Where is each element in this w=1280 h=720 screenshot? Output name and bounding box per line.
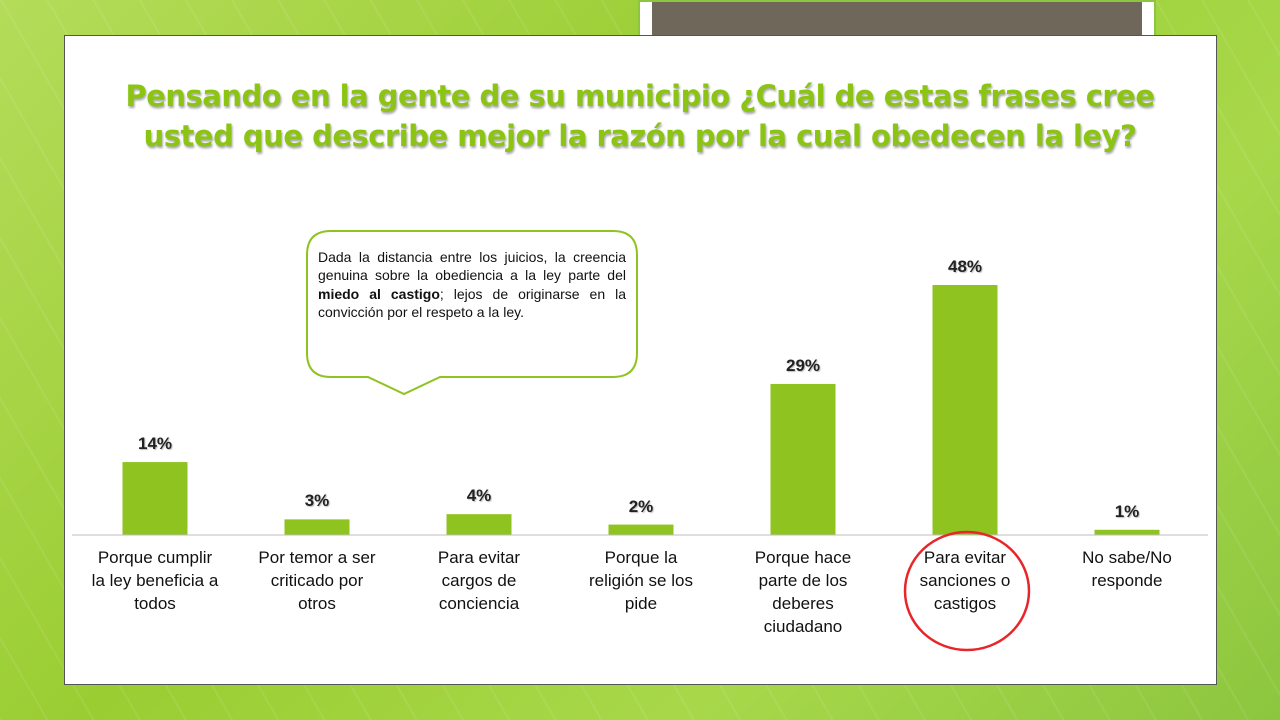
- callout-text-part-2: ; lejos de originarse en la convicción p…: [318, 285, 626, 320]
- callout-text: Dada la distancia entre los juicios, la …: [318, 248, 626, 321]
- callout-text-part-1: Dada la distancia entre los juicios, la …: [318, 249, 626, 284]
- category-label-3-line-1: Para evitar: [437, 548, 521, 567]
- data-label-2: 3%: [304, 491, 330, 511]
- category-label-6: Para evitar sanciones o castigos: [880, 546, 1050, 615]
- category-label-6-line-3: castigos: [933, 594, 997, 613]
- data-label-1: 14%: [137, 434, 173, 454]
- category-label-4: Porque la religión se los pide: [556, 546, 726, 615]
- category-label-4-line-1: Porque la: [604, 548, 678, 567]
- category-label-5-line-1: Porque hace: [754, 548, 852, 567]
- category-label-6-line-1: Para evitar: [923, 548, 1007, 567]
- category-label-1-line-1: Porque cumplir: [97, 548, 213, 567]
- category-label-3-line-2: cargos de: [441, 571, 517, 590]
- category-label-6-line-2: sanciones o: [919, 571, 1011, 590]
- category-label-1-line-2: la ley beneficia a: [91, 571, 219, 590]
- bar-7: [1094, 529, 1160, 535]
- callout-text-bold: miedo al castigo: [318, 285, 440, 302]
- category-label-4-line-3: pide: [624, 594, 658, 613]
- category-label-1-line-3: todos: [134, 594, 176, 613]
- bar-3: [446, 514, 512, 535]
- category-label-3: Para evitar cargos de conciencia: [394, 546, 564, 615]
- data-label-7: 1%: [1114, 501, 1140, 521]
- category-label-3-line-3: conciencia: [438, 594, 520, 613]
- category-label-7-line-1: No sabe/No: [1082, 548, 1172, 567]
- bar-2: [284, 519, 350, 535]
- bar-6: [932, 285, 998, 535]
- category-label-1: Porque cumplir la ley beneficia a todos: [70, 546, 240, 615]
- category-label-7: No sabe/No responde: [1042, 546, 1212, 592]
- bar-1: [122, 462, 188, 535]
- data-label-5: 29%: [785, 355, 821, 375]
- category-label-2-line-3: otros: [298, 594, 336, 613]
- bar-4: [608, 524, 674, 535]
- data-label-6: 48%: [947, 257, 983, 276]
- category-label-7-line-2: responde: [1091, 571, 1163, 590]
- category-label-5-line-4: ciudadano: [763, 617, 843, 636]
- bar-5: [770, 383, 836, 535]
- category-label-5-line-2: parte de los: [758, 571, 848, 590]
- slide-title: Pensando en la gente de su municipio ¿Cu…: [0, 76, 1280, 156]
- category-label-2-line-2: criticado por: [270, 571, 364, 590]
- category-label-2-line-1: Por temor a ser: [258, 548, 376, 567]
- category-label-2: Por temor a ser criticado por otros: [232, 546, 402, 615]
- category-label-5: Porque hace parte de los deberes ciudadano: [718, 546, 888, 638]
- data-label-4: 2%: [628, 496, 654, 516]
- callout-bubble: [306, 230, 638, 396]
- category-label-4-line-2: religión se los: [589, 571, 693, 590]
- slide-title-line-1: Pensando en la gente de su municipio ¿Cu…: [125, 79, 1155, 113]
- slide-panel: [64, 35, 1217, 685]
- bars-group: [122, 285, 1160, 535]
- highlight-circle: [903, 530, 1031, 652]
- category-label-5-line-3: deberes: [772, 594, 834, 613]
- slide-title-line-2: usted que describe mejor la razón por la…: [143, 119, 1137, 153]
- data-label-3: 4%: [466, 486, 492, 506]
